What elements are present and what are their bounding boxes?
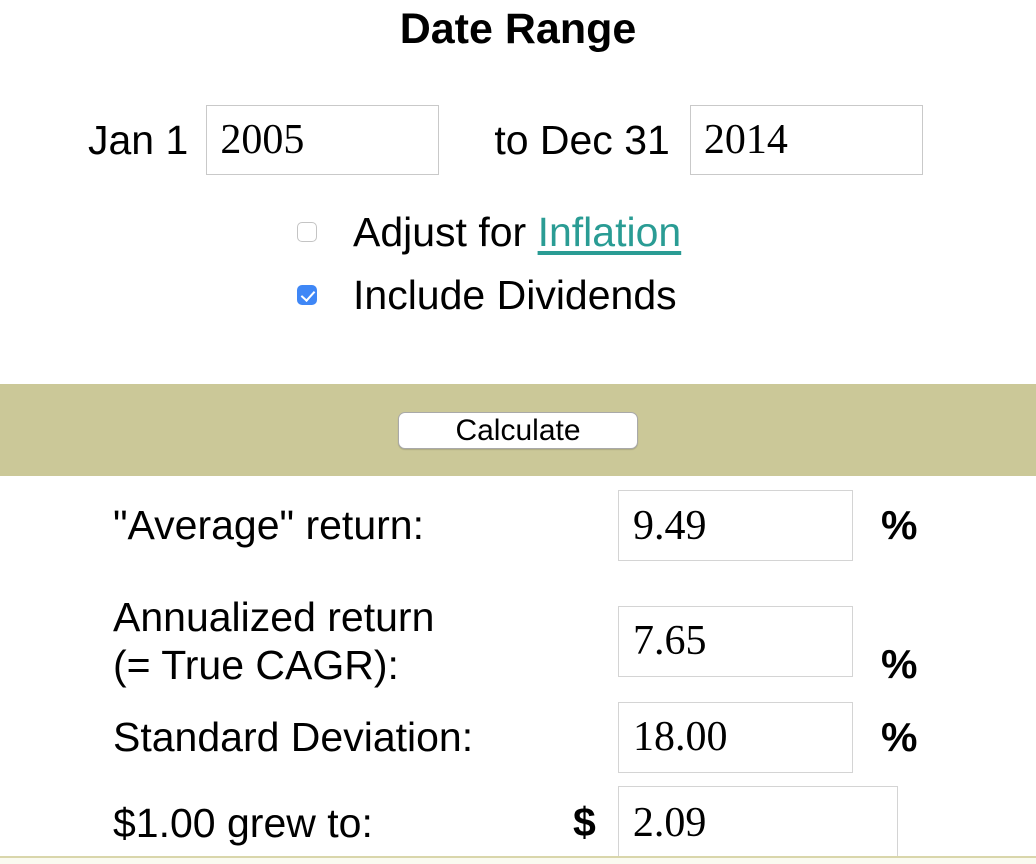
- end-year-input[interactable]: [689, 105, 923, 175]
- date-range-row: Jan 1 to Dec 31: [88, 104, 1036, 176]
- stdev-label: Standard Deviation:: [113, 714, 474, 761]
- result-row-growth: $1.00 grew to: $: [113, 785, 1036, 860]
- annualized-label-line1: Annualized return: [113, 594, 435, 640]
- calculate-button[interactable]: Calculate: [398, 411, 638, 449]
- results-section: "Average" return: % Annualized return(= …: [0, 476, 1036, 860]
- average-return-unit: %: [881, 502, 918, 548]
- annualized-return-label: Annualized return (= True CAGR):: [113, 593, 618, 690]
- average-return-label: "Average" return:: [113, 502, 424, 549]
- start-date-label: Jan 1: [88, 116, 189, 163]
- stdev-unit: %: [881, 713, 918, 760]
- average-return-input[interactable]: [618, 490, 853, 561]
- annualized-return-unit: %: [881, 640, 918, 687]
- inflation-option-label: Adjust for Inflation: [353, 208, 681, 256]
- result-row-annualized: Annualized return(= True CAGR): %: [113, 593, 1036, 690]
- inflation-label-prefix: Adjust for: [353, 209, 538, 255]
- end-date-label: to Dec 31: [494, 116, 670, 163]
- growth-input[interactable]: [617, 785, 898, 860]
- start-year-input[interactable]: [206, 105, 440, 175]
- inflation-link[interactable]: Inflation: [537, 209, 682, 255]
- option-adjust-inflation: Adjust for Inflation: [297, 208, 1036, 256]
- stdev-input[interactable]: [618, 701, 853, 773]
- inflation-checkbox[interactable]: [297, 222, 317, 242]
- dividends-option-label: Include Dividends: [353, 272, 677, 318]
- dividends-checkbox[interactable]: [297, 285, 317, 305]
- dollar-sign: $: [573, 799, 596, 846]
- page-title: Date Range: [399, 5, 637, 53]
- next-section-edge: [0, 856, 1036, 864]
- options-group: Adjust for Inflation Include Dividends: [0, 208, 1036, 319]
- annualized-label-line2: (= True CAGR):: [113, 642, 399, 689]
- calculate-band: Calculate: [0, 384, 1036, 476]
- result-row-stdev: Standard Deviation: %: [113, 701, 1036, 773]
- result-row-average: "Average" return: %: [113, 490, 1036, 561]
- growth-label: $1.00 grew to:: [113, 799, 373, 846]
- annualized-return-input[interactable]: [618, 605, 853, 677]
- option-include-dividends: Include Dividends: [297, 271, 1036, 319]
